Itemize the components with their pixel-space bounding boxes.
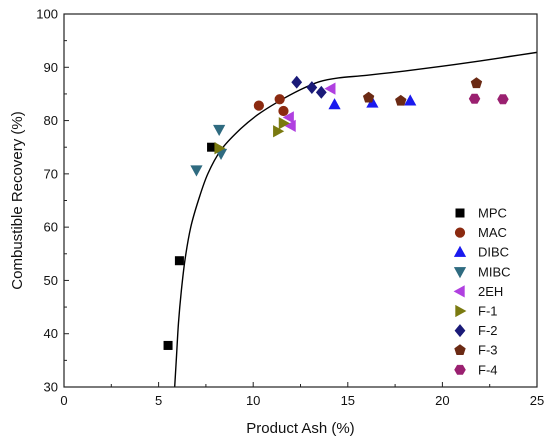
data-point-dibc [328, 98, 341, 110]
y-tick-label: 100 [36, 7, 58, 22]
data-point-f-2 [306, 81, 318, 95]
data-point-f-3 [470, 77, 483, 89]
y-tick-label: 50 [44, 273, 58, 288]
x-tick-label: 10 [246, 393, 260, 408]
fit-curve-layer [173, 51, 537, 387]
data-point-mibc [190, 165, 203, 177]
data-point-mpc [174, 256, 184, 266]
x-tick-label: 25 [530, 393, 544, 408]
legend-label-mpc: MPC [478, 206, 507, 221]
data-point-f-4 [468, 93, 481, 104]
data-point-mac [278, 105, 289, 117]
data-point-mpc [163, 340, 173, 350]
legend-marker-f-3 [454, 344, 466, 356]
legend-label-mibc: MIBC [478, 264, 511, 279]
x-tick-label: 20 [435, 393, 449, 408]
y-axis-title: Combustible Recovery (%) [9, 111, 26, 289]
data-point-f-2 [291, 75, 303, 89]
fit-curve [173, 51, 537, 387]
legend-marker-dibc [453, 245, 467, 257]
data-point-2eh [282, 111, 294, 124]
legend-label-f-2: F-2 [478, 323, 498, 338]
legend-marker-mpc [455, 208, 465, 218]
data-points-layer [163, 75, 509, 350]
data-point-f-4 [497, 94, 509, 105]
data-point-dibc [404, 94, 417, 106]
data-point-f-3 [395, 94, 407, 106]
data-point-f-2 [315, 85, 327, 99]
data-point-2eh [324, 82, 336, 95]
x-tick-label: 0 [60, 393, 67, 408]
y-tick-label: 70 [44, 166, 58, 181]
legend-label-f-4: F-4 [478, 362, 498, 377]
legend-label-dibc: DIBC [478, 245, 509, 260]
legend-marker-mac [454, 227, 466, 238]
x-tick-label: 15 [341, 393, 355, 408]
y-tick-label: 30 [44, 380, 58, 395]
data-point-f-1 [214, 142, 226, 155]
y-tick-label: 80 [44, 113, 58, 128]
legend-marker-f-4 [454, 364, 466, 375]
plot-area-frame [63, 13, 538, 388]
y-tick-label: 60 [44, 220, 58, 235]
y-tick-label: 90 [44, 60, 58, 75]
data-point-f-1 [273, 125, 285, 138]
axis-ticks-layer: 0 5 10 15 20 25 30 40 50 60 70 80 90 100 [36, 7, 544, 409]
legend-marker-f-2 [454, 324, 466, 338]
data-point-mibc [213, 124, 226, 137]
legend-label-mac: MAC [478, 225, 507, 240]
legend-marker-f-1 [455, 304, 467, 318]
data-point-2eh [284, 119, 296, 133]
y-tick-label: 40 [44, 326, 58, 341]
legend-label-2eh: 2EH [478, 284, 503, 299]
data-point-f-1 [278, 117, 290, 130]
data-point-mac [274, 94, 285, 105]
data-point-f-3 [362, 91, 375, 103]
legend-marker-2eh [453, 285, 465, 298]
x-axis-title: Product Ash (%) [246, 420, 354, 437]
legend-label-f-1: F-1 [478, 304, 498, 319]
legend-marker-mibc [453, 267, 467, 279]
legend-label-f-3: F-3 [478, 343, 498, 358]
x-tick-label: 5 [155, 393, 162, 408]
legend: MPC MAC DIBC MIBC 2EH F-1 F-2 F-3 F-4 [453, 206, 511, 377]
data-point-mac [253, 100, 264, 111]
